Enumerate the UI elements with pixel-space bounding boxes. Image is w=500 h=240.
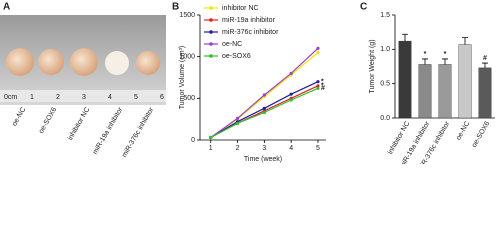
bar — [458, 44, 472, 119]
tumor — [6, 48, 34, 76]
bar — [478, 67, 492, 119]
ruler-label: 1 — [30, 94, 34, 101]
y-tick-label: 0.5 — [380, 81, 390, 88]
significance-note: * — [444, 51, 447, 58]
legend-marker — [209, 6, 213, 10]
panel-label: A — [3, 2, 10, 13]
error-bar — [462, 37, 468, 45]
legend-marker — [209, 54, 213, 58]
significance-note: * — [321, 83, 324, 90]
significance-note: * — [321, 79, 324, 86]
y-tick-label: 500 — [183, 95, 195, 102]
data-point — [316, 86, 320, 90]
panel-label: B — [172, 2, 179, 13]
legend-label: miR-19a inhibitor — [222, 17, 276, 24]
data-point — [289, 92, 293, 96]
data-point — [209, 135, 213, 140]
data-point — [235, 116, 240, 120]
legend-label: oe-NC — [222, 41, 242, 48]
y-tick-label: 1.5 — [380, 12, 390, 19]
x-tick-label: 3 — [262, 145, 266, 152]
data-point — [289, 71, 293, 75]
sample-label: inhibitor NC — [67, 106, 91, 141]
tumor — [105, 51, 129, 75]
sample-label: oe-NC — [11, 106, 27, 127]
data-point — [316, 46, 320, 50]
sample-label: oe-SOX6 — [38, 106, 59, 135]
panel-label: C — [360, 2, 367, 13]
y-axis-title: Tumor Volume (cm³) — [179, 46, 186, 110]
data-point — [235, 121, 240, 125]
y-tick-label: 0 — [191, 137, 195, 144]
x-tick-label: oe-SOX6 — [471, 120, 492, 149]
ruler-label: 5 — [134, 94, 138, 101]
x-tick-label: oe-NC — [455, 120, 471, 141]
y-tick-label: 1500 — [179, 12, 195, 19]
tumor — [136, 51, 160, 75]
legend-marker — [209, 42, 213, 46]
error-bar — [482, 62, 488, 68]
tumor — [70, 48, 98, 76]
y-tick-label: 1.0 — [380, 46, 390, 53]
y-tick-label: 1000 — [179, 54, 195, 61]
ruler-label: 2 — [56, 94, 60, 101]
legend-marker — [209, 18, 213, 22]
bar — [418, 64, 432, 119]
legend-label: inhibitor NC — [222, 5, 259, 12]
bar — [438, 64, 452, 119]
data-point — [316, 84, 320, 88]
legend-label: oe-SOX6 — [222, 53, 251, 60]
x-axis-title: Time (week) — [244, 156, 282, 163]
sample-label: miR-19a inhibitor — [92, 106, 125, 156]
tumor — [38, 49, 64, 75]
significance-note: # — [483, 55, 487, 62]
data-point — [262, 93, 266, 97]
ruler-label: 0cm — [4, 94, 17, 101]
significance-note: # — [321, 85, 325, 92]
x-tick-label: 1 — [209, 145, 213, 152]
data-point — [262, 110, 266, 115]
y-axis-title: Tumor Weight (g) — [369, 39, 376, 93]
legend-label: miR-376c inhibitor — [222, 29, 279, 36]
x-tick-label: 2 — [236, 145, 240, 152]
data-point — [316, 80, 320, 84]
error-bar — [422, 58, 428, 65]
ruler-label: 4 — [108, 94, 112, 101]
y-tick-label: 0.0 — [380, 115, 390, 122]
sample-label: miR-376c inhibitor — [121, 106, 156, 159]
figure: A 0cm 1 2 3 4 5 6oe-NC oe-SOX6 inhibitor NC miR-1… — [0, 2, 495, 164]
x-tick-label: 4 — [289, 145, 293, 152]
x-tick-label: 5 — [316, 145, 320, 152]
data-point — [289, 98, 293, 102]
ruler-label: 6 — [160, 94, 164, 101]
ruler-label: 3 — [82, 94, 86, 101]
error-bar — [442, 58, 448, 65]
legend-marker — [209, 30, 213, 34]
data-point — [262, 106, 266, 110]
data-point — [316, 50, 320, 55]
significance-note: * — [424, 51, 427, 58]
ruler — [0, 90, 166, 102]
error-bar — [402, 33, 408, 42]
bar — [398, 40, 412, 119]
